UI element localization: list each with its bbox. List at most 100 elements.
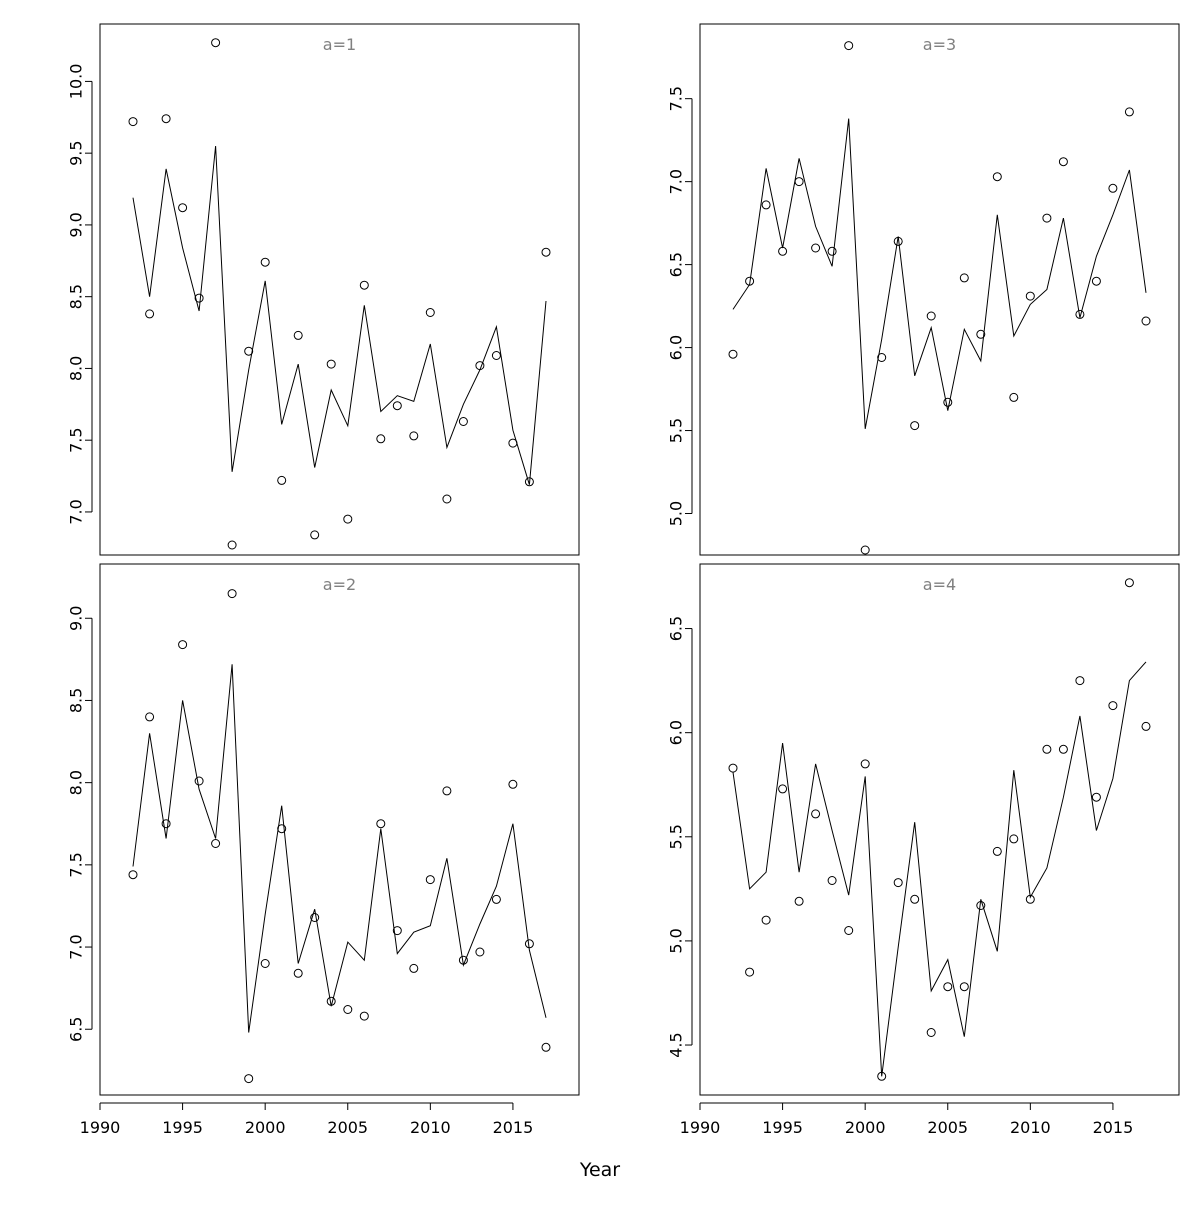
data-point [1075, 309, 1085, 319]
y-tick-label: 8.5 [67, 688, 86, 713]
data-point [310, 913, 320, 922]
data-point [178, 203, 188, 213]
x-tick-label: 2005 [927, 1118, 968, 1137]
y-tick-label: 7.0 [667, 169, 686, 194]
data-point [943, 982, 953, 992]
data-point [227, 589, 237, 599]
data-point [244, 346, 254, 356]
data-point [491, 351, 501, 360]
data-point [161, 819, 171, 829]
panel-a-2: a=2 6.5 7.0 7.5 8.0 8.5 9.0 1990 1995 2000 2005 201… [67, 563, 580, 1137]
data-point [1075, 676, 1085, 686]
data-point [425, 308, 435, 317]
x-tick-label: 1990 [680, 1118, 721, 1137]
data-point [376, 434, 386, 444]
data-point [1058, 157, 1068, 167]
data-point [844, 926, 854, 935]
y-tick-label: 7.0 [67, 499, 86, 524]
data-point [409, 963, 419, 973]
data-point [745, 967, 755, 977]
data-point [359, 1011, 369, 1021]
data-point [194, 776, 204, 786]
data-point [1091, 276, 1101, 286]
data-point [392, 401, 402, 411]
plot-frame [99, 563, 580, 1096]
y-tick-label: 5.0 [667, 501, 686, 526]
data-point [1042, 213, 1052, 223]
data-point [260, 257, 270, 267]
data-point [811, 809, 821, 819]
y-tick-label: 7.5 [667, 86, 686, 111]
data-point [541, 1042, 551, 1052]
data-point [992, 846, 1002, 856]
panel-label: a=2 [323, 575, 356, 594]
x-tick-label: 1995 [162, 1118, 203, 1137]
data-point [1058, 744, 1068, 754]
data-point [1091, 792, 1101, 802]
data-point [128, 870, 138, 880]
y-tick-label: 8.0 [67, 770, 86, 795]
data-point [860, 545, 870, 555]
data-point [541, 247, 551, 257]
data-point [943, 397, 953, 407]
data-point [211, 839, 221, 848]
data-point [761, 915, 771, 925]
y-tick-label: 5.5 [667, 824, 686, 849]
y-tick-label: 9.0 [67, 606, 86, 631]
x-tick-label: 2015 [493, 1118, 534, 1137]
data-point [1108, 701, 1118, 711]
data-point [926, 1028, 936, 1037]
data-point [194, 293, 204, 303]
x-tick-label: 1995 [762, 1118, 803, 1137]
fitted-line [132, 664, 547, 1033]
y-tick-label: 9.0 [67, 212, 86, 237]
data-point [458, 417, 468, 426]
panel-label: a=3 [923, 35, 956, 54]
data-point [992, 172, 1002, 182]
data-point [1108, 183, 1118, 193]
x-tick-label: 2010 [410, 1118, 451, 1137]
panel-a-4: a=4 4.5 5.0 5.5 6.0 6.5 1990 1995 2000 2005 2010 20… [667, 563, 1180, 1137]
y-tick-label: 6.0 [667, 335, 686, 360]
data-point [343, 514, 353, 524]
x-tick-label: 2015 [1093, 1118, 1134, 1137]
panel-a-3: a=3 5.0 5.5 6.0 6.5 7.0 7.5 [667, 23, 1180, 556]
y-tick-label: 10.0 [67, 64, 86, 100]
plot-frame [699, 563, 1180, 1096]
data-point [376, 819, 386, 829]
data-point [1009, 834, 1019, 844]
data-point [976, 329, 986, 339]
data-point [425, 875, 435, 885]
data-point [1124, 107, 1134, 117]
data-point [761, 200, 771, 210]
data-point [1141, 721, 1151, 731]
y-tick-label: 5.5 [667, 418, 686, 443]
y-tick-label: 5.0 [667, 928, 686, 953]
data-point [910, 894, 920, 904]
data-point [728, 763, 738, 773]
data-point [277, 475, 287, 485]
data-point [128, 117, 138, 127]
data-point [1124, 578, 1134, 588]
panel-label: a=4 [923, 575, 956, 594]
data-point [293, 330, 303, 340]
data-point [145, 309, 155, 319]
y-tick-label: 4.5 [667, 1032, 686, 1057]
plot-frame [99, 23, 580, 556]
fitted-line [732, 118, 1147, 429]
data-point [508, 779, 518, 789]
panel-label: a=1 [323, 35, 356, 54]
data-point [343, 1005, 353, 1014]
data-point [227, 540, 237, 550]
plot-frame [699, 23, 1180, 556]
data-point [794, 177, 804, 187]
y-tick-label: 7.0 [67, 934, 86, 959]
data-point [959, 273, 969, 283]
data-point [794, 896, 804, 906]
data-point [442, 494, 452, 504]
data-point [475, 947, 485, 957]
data-point [1009, 392, 1019, 402]
data-point [310, 530, 320, 540]
y-tick-label: 9.5 [67, 140, 86, 165]
x-tick-label: 2010 [1010, 1118, 1051, 1137]
